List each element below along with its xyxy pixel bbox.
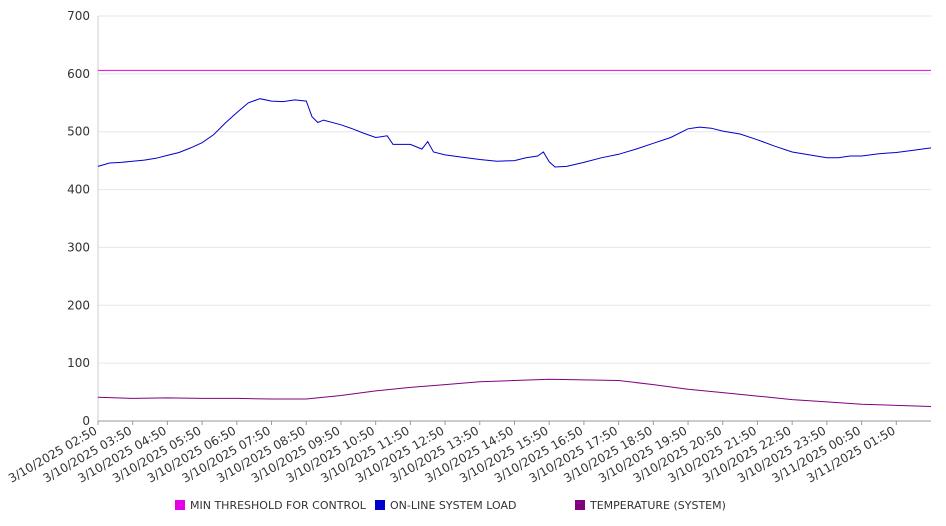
legend-label-0: MIN THRESHOLD FOR CONTROL	[190, 499, 367, 512]
y-axis-ticks: 0 100 200 300 400 500 600 700	[67, 9, 90, 428]
legend-swatch-0	[175, 500, 185, 510]
y-tick-label: 0	[82, 414, 90, 428]
y-tick-label: 400	[67, 183, 90, 197]
series-line-2	[97, 378, 932, 407]
legend-label-2: TEMPERATURE (SYSTEM)	[589, 499, 726, 512]
series-line-1	[97, 98, 932, 168]
y-tick-label: 600	[67, 67, 90, 81]
gridlines	[98, 15, 931, 364]
legend: MIN THRESHOLD FOR CONTROL ON-LINE SYSTEM …	[175, 499, 726, 512]
y-tick-label: 500	[67, 125, 90, 139]
y-tick-label: 700	[67, 9, 90, 23]
y-tick-label: 200	[67, 298, 90, 312]
legend-swatch-2	[575, 500, 585, 510]
y-tick-label: 300	[67, 240, 90, 254]
y-tick-label: 100	[67, 356, 90, 370]
series-lines	[97, 69, 932, 407]
axes	[97, 16, 931, 422]
legend-label-1: ON-LINE SYSTEM LOAD	[390, 499, 516, 512]
legend-swatch-1	[375, 500, 385, 510]
x-axis-ticks: 3/10/2025 02:503/10/2025 03:503/10/2025 …	[6, 421, 898, 486]
